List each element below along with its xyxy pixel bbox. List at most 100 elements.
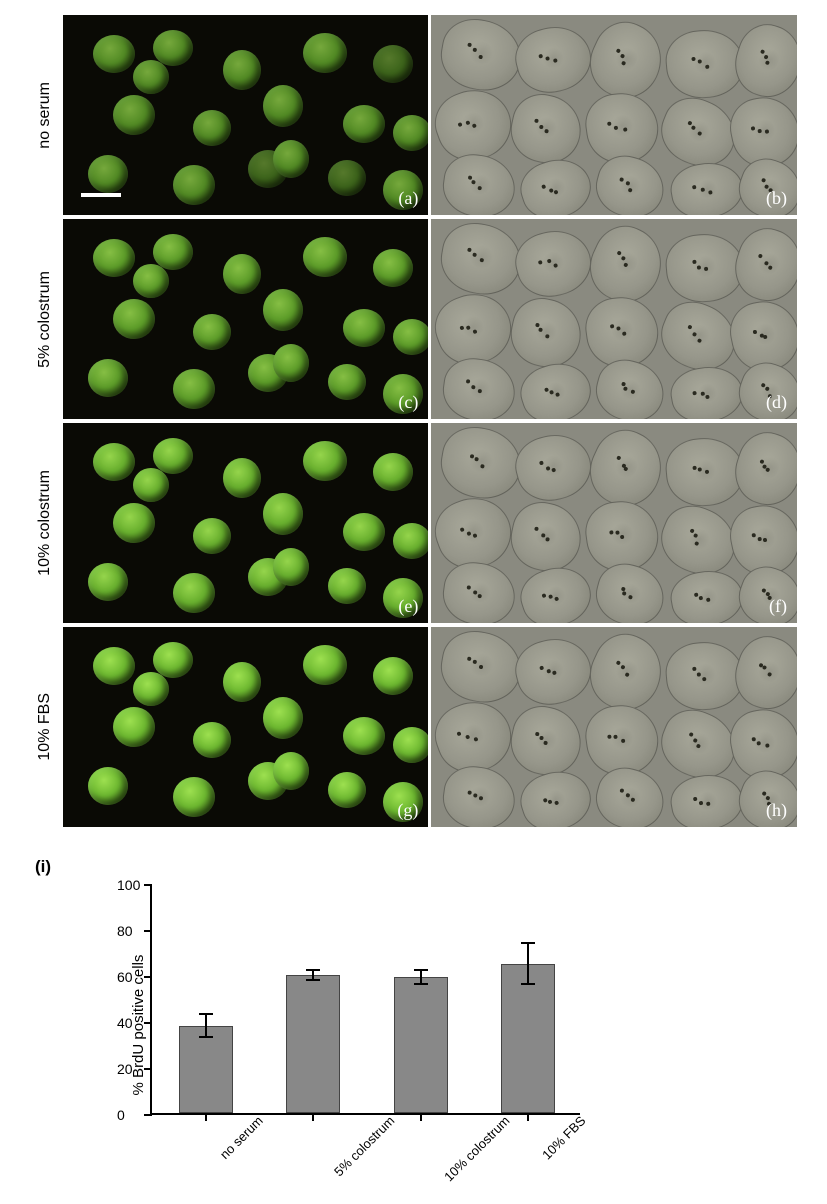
cell (509, 222, 598, 304)
nucleoli (624, 262, 629, 267)
nucleus (193, 314, 231, 350)
nucleoli (472, 180, 477, 185)
nucleus (393, 319, 429, 355)
nucleoli (694, 593, 699, 598)
x-tick-label: no serum (217, 1113, 266, 1162)
nucleoli (626, 181, 631, 186)
nucleoli (698, 468, 702, 472)
nucleus (328, 568, 366, 604)
nucleoli (625, 672, 630, 677)
cell (436, 423, 527, 504)
bar (394, 977, 448, 1113)
nucleus (173, 573, 215, 613)
phase-panel: (d) (431, 219, 797, 419)
nucleoli (704, 267, 708, 271)
nucleus (343, 717, 385, 755)
bar-chart: % BrdU positive cells 020406080100no ser… (110, 885, 610, 1165)
y-tick (144, 1114, 152, 1116)
nucleoli (630, 798, 635, 803)
cell (667, 565, 747, 623)
panel-letter: (g) (397, 800, 418, 821)
x-tick (527, 1113, 529, 1121)
nucleus (328, 160, 366, 196)
nucleoli (479, 796, 484, 801)
nucleus (133, 264, 169, 298)
nucleoli (615, 530, 620, 535)
row-label-text: 10% FBS (36, 693, 54, 761)
nucleus (133, 672, 169, 706)
bar (286, 975, 340, 1113)
cell (727, 425, 797, 514)
nucleus (263, 697, 303, 739)
nucleus (153, 234, 193, 270)
y-tick-label: 60 (117, 969, 133, 985)
nucleoli (762, 178, 767, 183)
nucleoli (693, 466, 697, 470)
nucleoli (546, 466, 551, 471)
micrograph-grid: no serum(a)(b)5% colostrum(c)(d)10% colo… (30, 15, 797, 827)
nucleoli (697, 338, 702, 343)
cell (514, 559, 598, 623)
nucleoli (474, 736, 479, 741)
nucleoli (688, 325, 693, 330)
nucleoli (706, 64, 710, 68)
cell (505, 88, 588, 169)
nucleoli (467, 43, 472, 48)
nucleoli (621, 739, 626, 744)
cell (590, 149, 671, 215)
nucleus (153, 30, 193, 66)
x-tick-label: 5% colostrum (331, 1113, 397, 1179)
nucleoli (630, 390, 635, 395)
nucleus (93, 35, 135, 73)
panel-letter: (c) (398, 392, 418, 413)
error-cap (306, 969, 320, 971)
nucleus (193, 722, 231, 758)
y-tick (144, 884, 152, 886)
nucleus (193, 110, 231, 146)
panel-letter: (e) (398, 596, 418, 617)
nucleoli (549, 390, 554, 395)
nucleus (303, 237, 347, 277)
nucleoli (616, 326, 621, 331)
nucleoli (552, 468, 557, 473)
nucleoli (553, 58, 558, 63)
nucleus (343, 513, 385, 551)
nucleus (273, 140, 309, 178)
nucleus (173, 369, 215, 409)
panel-letter: (f) (769, 596, 787, 617)
nucleoli (763, 334, 768, 339)
nucleoli (478, 389, 483, 394)
error-cap (199, 1036, 213, 1038)
cell (509, 630, 598, 712)
nucleoli (473, 590, 478, 595)
panel-label-i: (i) (35, 857, 797, 877)
nucleoli (539, 665, 544, 670)
nucleoli (473, 793, 478, 798)
nucleoli (458, 121, 463, 126)
nucleoli (620, 534, 625, 539)
nucleoli (473, 329, 478, 334)
nucleoli (693, 667, 697, 671)
cell (436, 219, 527, 300)
nucleoli (628, 188, 633, 193)
nucleus (113, 95, 155, 135)
nucleoli (758, 254, 763, 259)
nucleoli (467, 585, 472, 590)
cell (667, 769, 747, 827)
panel-letter: (b) (766, 188, 787, 209)
nucleus (88, 563, 128, 601)
y-tick (144, 1022, 152, 1024)
nucleoli (620, 788, 625, 793)
nucleoli (467, 656, 472, 661)
nucleoli (692, 184, 697, 189)
nucleoli (758, 129, 763, 134)
nucleoli (698, 673, 702, 677)
nucleoli (534, 527, 539, 532)
nucleus (133, 60, 169, 94)
row-label-text: no serum (36, 82, 54, 149)
bar (501, 964, 555, 1114)
nucleoli (624, 387, 629, 392)
nucleoli (707, 802, 712, 807)
nucleus (223, 254, 261, 294)
nucleoli (757, 536, 762, 541)
